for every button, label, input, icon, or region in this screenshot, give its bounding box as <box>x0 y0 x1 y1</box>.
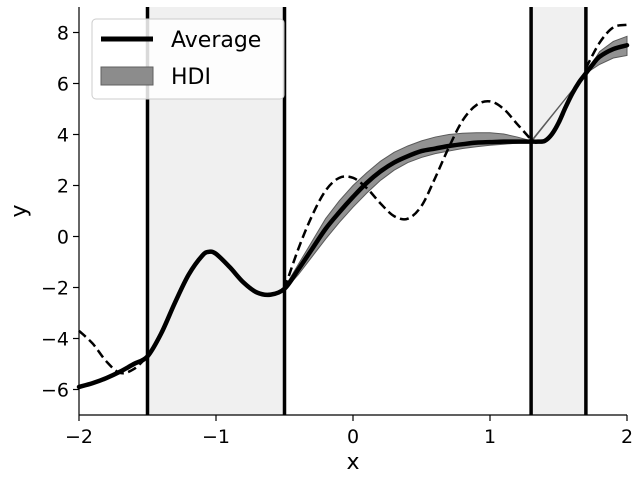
y-tick-label: 4 <box>57 125 69 147</box>
x-tick-label: 0 <box>347 426 359 448</box>
hdi-band <box>284 35 628 292</box>
legend-hdi-label: HDI <box>171 65 211 90</box>
dashed-series-segment-0 <box>78 329 149 375</box>
x-tick-label: 1 <box>484 426 496 448</box>
average-line <box>76 43 630 390</box>
x-axis-label: x <box>346 450 359 475</box>
y-tick-label: 6 <box>57 74 69 96</box>
y-tick-label: 2 <box>57 176 69 198</box>
dashed-series-segment-1 <box>283 99 533 290</box>
x-tick-label: −2 <box>65 426 93 448</box>
y-tick-label: 0 <box>57 227 69 249</box>
series-layer <box>76 23 630 390</box>
x-ticks: −2 −1 0 1 2 <box>65 415 633 448</box>
y-tick-label: −4 <box>41 329 69 351</box>
x-tick-label: −1 <box>202 426 230 448</box>
legend: Average HDI <box>91 18 285 100</box>
y-tick-label: 8 <box>57 23 69 45</box>
legend-hdi-swatch <box>100 66 154 86</box>
shaded-region-1 <box>531 7 586 415</box>
y-axis-label: y <box>7 204 32 217</box>
hdi-band-layer <box>284 35 628 292</box>
y-tick-label: −6 <box>41 380 69 402</box>
dashed-series-segment-2 <box>584 23 628 69</box>
y-tick-label: −2 <box>41 278 69 300</box>
y-ticks: −6 −4 −2 0 2 4 6 8 <box>41 23 79 402</box>
legend-average-label: Average <box>171 28 261 53</box>
x-tick-label: 2 <box>621 426 633 448</box>
